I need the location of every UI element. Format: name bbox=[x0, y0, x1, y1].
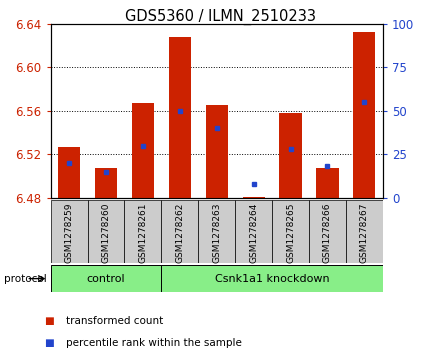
Text: ■: ■ bbox=[44, 338, 54, 348]
Bar bbox=[51, 265, 161, 292]
Text: GSM1278266: GSM1278266 bbox=[323, 203, 332, 263]
Bar bbox=[161, 200, 198, 263]
Bar bbox=[346, 200, 383, 263]
Text: Csnk1a1 knockdown: Csnk1a1 knockdown bbox=[215, 274, 330, 284]
Text: GSM1278265: GSM1278265 bbox=[286, 203, 295, 263]
Bar bbox=[316, 168, 338, 198]
Bar bbox=[125, 200, 161, 263]
Text: GDS5360 / ILMN_2510233: GDS5360 / ILMN_2510233 bbox=[125, 9, 315, 25]
Bar bbox=[132, 103, 154, 198]
Text: GSM1278260: GSM1278260 bbox=[102, 203, 110, 263]
Bar bbox=[95, 168, 117, 198]
Bar bbox=[353, 32, 375, 198]
Text: GSM1278267: GSM1278267 bbox=[360, 203, 369, 263]
Bar bbox=[279, 113, 301, 198]
Text: protocol: protocol bbox=[4, 274, 47, 284]
Bar bbox=[58, 147, 80, 198]
Text: control: control bbox=[87, 274, 125, 284]
Text: ■: ■ bbox=[44, 316, 54, 326]
Bar bbox=[198, 200, 235, 263]
Text: GSM1278259: GSM1278259 bbox=[65, 203, 73, 263]
Bar bbox=[88, 200, 125, 263]
Text: GSM1278264: GSM1278264 bbox=[249, 203, 258, 263]
Bar bbox=[169, 37, 191, 198]
Bar bbox=[235, 200, 272, 263]
Text: percentile rank within the sample: percentile rank within the sample bbox=[66, 338, 242, 348]
Bar bbox=[309, 200, 346, 263]
Bar bbox=[272, 200, 309, 263]
Text: transformed count: transformed count bbox=[66, 316, 163, 326]
Text: GSM1278263: GSM1278263 bbox=[212, 203, 221, 263]
Bar bbox=[205, 105, 228, 198]
Text: GSM1278262: GSM1278262 bbox=[175, 203, 184, 263]
Text: GSM1278261: GSM1278261 bbox=[138, 203, 147, 263]
Bar bbox=[242, 197, 265, 198]
Bar bbox=[51, 200, 88, 263]
Bar bbox=[161, 265, 383, 292]
